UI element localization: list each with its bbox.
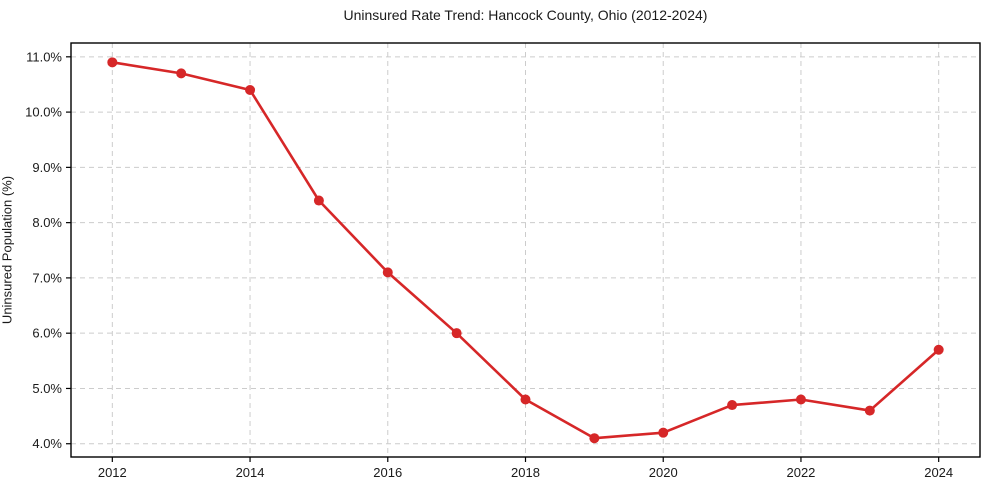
y-tick-label: 10.0% bbox=[25, 105, 62, 120]
x-tick-label: 2012 bbox=[98, 465, 127, 480]
y-axis-label: Uninsured Population (%) bbox=[0, 175, 15, 325]
x-tick-label: 2014 bbox=[236, 465, 265, 480]
x-tick-label: 2016 bbox=[373, 465, 402, 480]
x-tick-label: 2022 bbox=[786, 465, 815, 480]
data-point bbox=[795, 394, 806, 405]
x-tick-label: 2024 bbox=[924, 465, 953, 480]
y-tick-label: 6.0% bbox=[32, 326, 62, 341]
data-point bbox=[589, 433, 600, 444]
data-point bbox=[313, 195, 324, 206]
y-tick-label: 4.0% bbox=[32, 436, 62, 451]
data-point bbox=[382, 267, 393, 278]
x-tick-label: 2018 bbox=[511, 465, 540, 480]
data-point bbox=[727, 400, 738, 411]
data-point bbox=[658, 427, 669, 438]
data-point bbox=[176, 68, 187, 79]
data-point bbox=[864, 405, 875, 416]
y-tick-label: 11.0% bbox=[26, 49, 62, 64]
data-point bbox=[520, 394, 531, 405]
y-tick-label: 5.0% bbox=[32, 381, 62, 396]
y-tick-label: 9.0% bbox=[32, 160, 62, 175]
y-tick-label: 7.0% bbox=[32, 270, 62, 285]
x-tick-label: 2020 bbox=[649, 465, 678, 480]
data-point bbox=[107, 57, 118, 68]
data-point bbox=[451, 328, 462, 339]
y-tick-label: 8.0% bbox=[32, 215, 62, 230]
data-point bbox=[933, 344, 944, 355]
data-point bbox=[245, 84, 256, 95]
chart-title: Uninsured Rate Trend: Hancock County, Oh… bbox=[343, 7, 708, 23]
